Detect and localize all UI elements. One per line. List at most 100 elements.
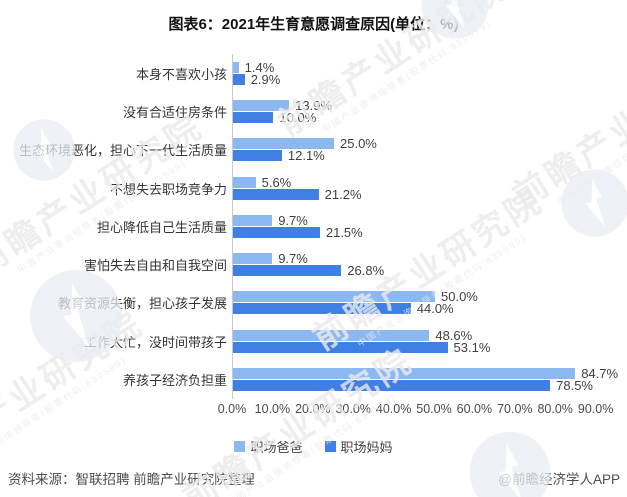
bar-group: 50.0% 44.0% xyxy=(232,283,627,323)
bar-line: 12.1% xyxy=(233,148,627,164)
legend-item: 职场妈妈 xyxy=(324,437,393,456)
x-tick-label: 50.0% xyxy=(416,401,452,416)
bar-职场爸爸 xyxy=(233,214,273,226)
bar-row: 本身不喜欢小孩 1.4% 2.9% xyxy=(0,54,627,93)
bar-line: 50.0% xyxy=(233,289,627,305)
bar-line: 13.9% xyxy=(233,97,627,113)
x-axis-ticks: 0.0% 10.0% 20.0% 30.0% 40.0% 50.0% 60.0% 70.0% 8… xyxy=(218,401,627,420)
bar-line: 2.9% xyxy=(233,71,627,87)
value-label: 53.1% xyxy=(453,339,491,355)
value-label: 21.5% xyxy=(325,224,363,240)
value-label: 21.2% xyxy=(324,186,362,202)
bar-group: 84.7% 78.5% xyxy=(232,360,627,399)
category-label: 生态环境恶化，担心下一代生活质量 xyxy=(18,143,227,159)
bar-line: 53.1% xyxy=(233,339,627,355)
bar-职场爸爸 xyxy=(233,99,290,111)
bar-职场妈妈 xyxy=(233,380,551,392)
chart-footer: 资料来源：智联招聘 前瞻产业研究院整理 @前瞻经济学人APP xyxy=(8,468,620,488)
credit-note: @前瞻经济学人APP xyxy=(498,472,620,487)
value-label: 84.7% xyxy=(581,366,619,382)
category-label: 害怕失去自由和自我空间 xyxy=(83,258,227,274)
category-label: 本身不喜欢小孩 xyxy=(135,66,227,82)
x-tick-label: 40.0% xyxy=(375,401,412,416)
legend-item: 职场爸爸 xyxy=(234,437,303,456)
x-tick-label: 90.0% xyxy=(577,401,614,416)
bar-group: 13.9% 10.0% xyxy=(232,92,627,131)
bar-职场爸爸 xyxy=(233,61,239,73)
bar-职场爸爸 xyxy=(233,368,576,380)
category-label: 养孩子经济负担重 xyxy=(122,373,227,389)
chart-title: 图表6：2021年生育意愿调查原因(单位：%) xyxy=(168,16,459,33)
value-label: 9.7% xyxy=(278,212,308,228)
legend-swatch-icon xyxy=(234,440,246,452)
category-label: 担心降低自己生活质量 xyxy=(96,219,227,235)
x-tick-label: 0.0% xyxy=(217,401,247,416)
bar-职场妈妈 xyxy=(233,111,274,123)
bar-line: 84.7% xyxy=(233,366,627,382)
bar-line: 44.0% xyxy=(233,301,627,317)
chart-legend: 职场爸爸 职场妈妈 xyxy=(0,437,627,456)
bar-line: 78.5% xyxy=(233,378,627,394)
bar-职场爸爸 xyxy=(233,176,256,188)
bar-row: 养孩子经济负担重 84.7% 78.5% xyxy=(0,360,627,399)
legend-label: 职场妈妈 xyxy=(340,439,393,455)
bar-职场爸爸 xyxy=(233,138,334,150)
bar-line: 5.6% xyxy=(233,174,627,190)
value-label: 2.9% xyxy=(250,71,281,87)
bar-line: 9.7% xyxy=(233,251,627,267)
bar-rows: 本身不喜欢小孩 1.4% 2.9% 没有合适住房条件 13.9% 10.0% 生态环境恶化，… xyxy=(0,54,627,399)
bar-line: 21.5% xyxy=(233,224,627,240)
value-label: 10.0% xyxy=(279,109,317,125)
bar-group: 5.6% 21.2% xyxy=(232,168,627,208)
bar-group: 9.7% 26.8% xyxy=(232,245,627,284)
bar-row: 害怕失去自由和自我空间 9.7% 26.8% xyxy=(0,245,627,284)
value-label: 50.0% xyxy=(441,289,478,305)
value-label: 44.0% xyxy=(416,301,454,317)
bar-group: 1.4% 2.9% xyxy=(232,54,627,93)
bar-line: 1.4% xyxy=(233,59,627,75)
bar-row: 不想失去职场竞争力 5.6% 21.2% xyxy=(0,168,627,208)
value-label: 78.5% xyxy=(556,378,593,394)
value-label: 26.8% xyxy=(347,263,385,279)
bar-职场妈妈 xyxy=(233,341,448,353)
x-tick-label: 30.0% xyxy=(335,401,371,416)
x-tick-label: 20.0% xyxy=(295,401,331,416)
value-label: 25.0% xyxy=(340,136,377,152)
category-label: 不想失去职场竞争力 xyxy=(109,181,227,197)
bar-row: 教育资源失衡，担心孩子发展 50.0% 44.0% xyxy=(0,283,627,323)
bar-职场妈妈 xyxy=(233,226,320,238)
bar-职场妈妈 xyxy=(233,265,342,277)
category-label: 教育资源失衡，担心孩子发展 xyxy=(57,296,227,312)
value-label: 1.4% xyxy=(244,59,275,75)
bar-line: 25.0% xyxy=(233,136,627,152)
bar-row: 生态环境恶化，担心下一代生活质量 25.0% 12.1% xyxy=(0,130,627,169)
bar-line: 26.8% xyxy=(233,263,627,279)
x-tick-label: 70.0% xyxy=(497,401,533,416)
bar-职场妈妈 xyxy=(233,188,319,200)
value-label: 48.6% xyxy=(435,327,473,343)
bar-group: 9.7% 21.5% xyxy=(232,207,627,246)
bar-row: 担心降低自己生活质量 9.7% 21.5% xyxy=(0,207,627,246)
bar-职场爸爸 xyxy=(233,253,273,265)
bar-line: 21.2% xyxy=(233,186,627,202)
source-note: 资料来源：智联招聘 前瞻产业研究院整理 xyxy=(8,472,255,487)
bar-职场爸爸 xyxy=(233,291,435,303)
bar-row: 没有合适住房条件 13.9% 10.0% xyxy=(0,92,627,131)
bar-line: 10.0% xyxy=(233,109,627,125)
value-label: 9.7% xyxy=(278,251,308,267)
x-tick-label: 10.0% xyxy=(254,401,291,416)
category-label: 没有合适住房条件 xyxy=(122,104,227,120)
legend-label: 职场爸爸 xyxy=(250,439,303,455)
value-label: 12.1% xyxy=(287,148,325,164)
bar-line: 48.6% xyxy=(233,327,627,343)
value-label: 5.6% xyxy=(261,174,292,190)
category-label: 工作太忙，没时间带孩子 xyxy=(83,334,227,350)
legend-swatch-icon xyxy=(324,440,336,452)
bar-chart: 本身不喜欢小孩 1.4% 2.9% 没有合适住房条件 13.9% 10.0% 生态环境恶化，… xyxy=(0,54,627,456)
bar-职场妈妈 xyxy=(233,303,411,315)
value-label: 13.9% xyxy=(295,97,333,113)
bar-职场妈妈 xyxy=(233,73,245,85)
bar-职场爸爸 xyxy=(233,329,430,341)
